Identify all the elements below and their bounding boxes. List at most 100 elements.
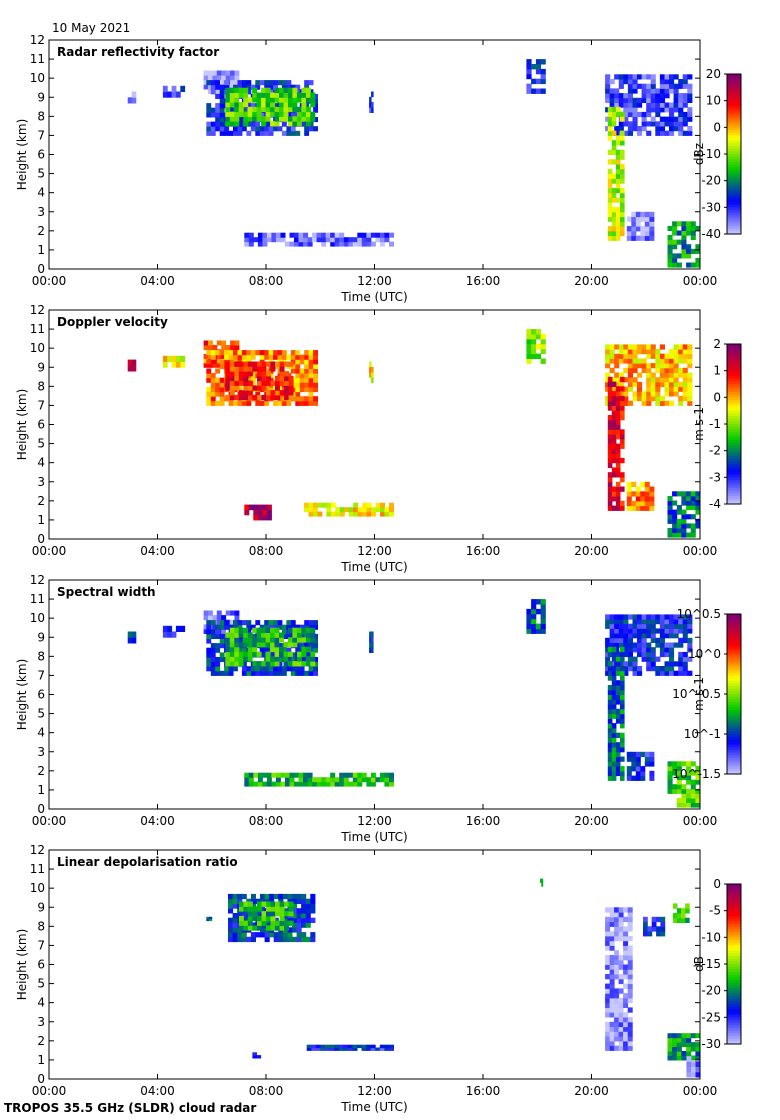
panel-4-echo [257,920,262,926]
panel-1-echo [203,70,209,76]
panel-4-echo [246,898,252,904]
panel-2-ytick-label: 11 [30,322,45,336]
panel-3-echo [268,670,274,676]
panel-2-colorbar-step [727,442,741,446]
panel-3-echo [678,656,684,662]
panel-2-echo [261,375,267,382]
panel-2-echo [171,355,177,362]
panel-1-echo [294,241,299,247]
panel-4-frame [48,849,701,1080]
panel-4-colorbar-step [727,892,741,896]
panel-1-echo [641,111,647,118]
panel-4-echo [623,1031,629,1037]
panel-2-echo [339,507,345,513]
panel-4-echo [228,917,234,923]
panel-4-echo [232,922,238,928]
panel-3-echo [632,623,638,629]
panel-1-echo [301,92,307,98]
panel-2-colorbar-step [727,381,741,385]
panel-3-echo [615,708,621,715]
panel-2-echo [620,486,625,492]
panel-3-echo [686,761,692,767]
panel-3-echo [681,797,687,803]
panel-3-echo [686,802,692,808]
panel-3-echo [607,747,613,753]
panel-1-colorbar-step [727,111,741,115]
panel-1-echo [673,88,679,94]
panel-2-echo [238,390,244,396]
panel-3-echo [224,666,229,672]
panel-4-echo [375,1047,381,1051]
panel-2-echo [676,532,682,538]
panel-1-echo [667,253,673,259]
panel-2-echo [228,400,234,406]
panel-4-echo [609,1007,615,1013]
panel-1-echo [229,97,235,103]
panel-4-echo [266,906,271,912]
panel-3-echo [611,713,617,719]
panel-3-echo [279,632,284,638]
panel-4-colorbar-step [727,956,741,960]
panel-1-echo [681,225,687,231]
panel-2-echo [646,349,652,355]
panel-4-echo [605,945,611,951]
panel-1-echo [620,230,625,237]
panel-2-echo [225,366,231,372]
panel-4-echo [656,916,661,923]
panel-3-echo [215,666,221,672]
panel-1-echo [607,226,613,232]
panel-2-echo [257,514,263,521]
panel-1-echo [644,226,650,232]
panel-3-echo [206,652,212,658]
panel-3-echo [283,642,289,648]
panel-3-echo [292,661,298,667]
panel-1-echo [241,107,247,113]
panel-4-echo [605,1012,611,1018]
panel-1-echo [632,121,638,127]
panel-1-echo [210,126,216,132]
panel-2-echo [611,453,617,459]
panel-3-colorbar-step [727,651,741,655]
panel-4-echo [605,1031,611,1037]
panel-3-echo [234,656,240,662]
panel-1-echo [687,83,693,89]
panel-1-echo [265,116,271,122]
panel-2-echo [682,367,688,373]
panel-4-echo [241,893,247,900]
panel-1-echo [531,88,537,94]
panel-1-echo [277,80,283,86]
panel-2-echo [268,387,274,393]
panel-4-echo [623,1021,629,1028]
panel-2-echo [313,359,318,365]
panel-3-echo [664,661,670,667]
panel-4-echo [247,906,253,912]
panel-1-echo [283,92,289,98]
panel-3-echo [248,781,254,787]
panel-3-colorbar-step [727,702,741,706]
panel-2-echo [233,354,238,360]
panel-2-xtick-label: 04:00 [140,544,175,558]
panel-2-echo [649,486,655,492]
panel-1-echo [615,140,621,146]
panel-3-echo [268,620,274,626]
panel-2-echo [695,509,701,515]
panel-2-echo [275,394,280,401]
panel-3-echo [303,777,309,783]
panel-2-echo [206,396,212,402]
panel-1-echo [308,121,314,127]
panel-4-echo [614,1007,620,1013]
panel-1-echo [682,130,688,136]
panel-1-echo [257,241,263,247]
panel-4-colorbar-step [727,1017,741,1021]
panel-1-echo [366,237,372,243]
panel-2-echo [526,358,532,364]
panel-3-echo [261,642,267,648]
panel-3-echo [219,633,225,639]
panel-3-echo [615,656,621,662]
panel-3-colorbar-step [727,758,741,762]
panel-1-echo [637,111,643,118]
panel-2-echo [275,380,280,386]
panel-2-echo [607,395,613,402]
panel-2-echo [261,366,267,372]
panel-3-echo [264,670,270,676]
